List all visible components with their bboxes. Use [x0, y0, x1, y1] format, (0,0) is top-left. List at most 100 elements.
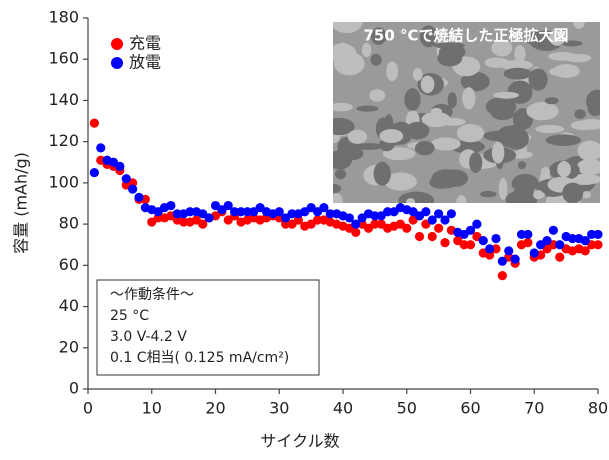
- grain: [541, 167, 550, 177]
- chart: 750 °Cで焼結した正極拡大図 サイクル数 容量 (mAh/g) 0 20 40 6…: [0, 0, 609, 456]
- point: [96, 143, 105, 152]
- point: [421, 207, 430, 216]
- point: [511, 255, 520, 264]
- point: [549, 226, 558, 235]
- legend-marker: [111, 57, 123, 69]
- grain: [379, 129, 403, 143]
- point: [498, 271, 507, 280]
- grain: [577, 141, 602, 161]
- grain: [485, 57, 509, 68]
- point: [472, 220, 481, 229]
- x-tick-label: 60: [460, 399, 480, 418]
- grain: [571, 121, 596, 131]
- grain: [406, 198, 415, 206]
- x-axis-title: サイクル数: [260, 432, 339, 451]
- grain: [562, 183, 583, 204]
- grain: [469, 152, 482, 173]
- grain: [557, 161, 571, 177]
- grain: [588, 101, 604, 116]
- point: [415, 232, 424, 241]
- grain: [374, 162, 391, 186]
- grain: [573, 16, 585, 29]
- point: [128, 184, 137, 193]
- x-tick-label: 10: [142, 399, 162, 418]
- grain: [325, 184, 341, 194]
- grain: [421, 76, 435, 94]
- grain: [512, 174, 539, 192]
- x-tick-label: 40: [333, 399, 353, 418]
- x-tick-label: 20: [205, 399, 225, 418]
- point: [504, 246, 513, 255]
- grain: [448, 92, 457, 108]
- point: [122, 174, 131, 183]
- inset-title: 750 °Cで焼結した正極拡大図: [363, 27, 568, 45]
- grain: [327, 43, 356, 63]
- y-tick-label: 180: [48, 8, 79, 27]
- grain: [546, 134, 581, 146]
- grain: [577, 159, 604, 175]
- point: [440, 238, 449, 247]
- grain: [518, 161, 526, 169]
- grain: [545, 97, 559, 104]
- grain: [526, 102, 558, 120]
- x-tick-label: 50: [397, 399, 417, 418]
- grain: [439, 118, 466, 126]
- condition-line: 〜作動条件〜: [110, 286, 194, 303]
- point: [523, 238, 532, 247]
- y-tick-label: 0: [69, 379, 79, 398]
- y-tick-label: 140: [48, 90, 79, 109]
- grain: [335, 169, 346, 179]
- grain: [405, 122, 429, 139]
- grain: [337, 147, 363, 161]
- y-tick-label: 60: [59, 255, 79, 274]
- condition-line: 0.1 C相当( 0.125 mA/cm²): [110, 350, 289, 366]
- y-axis-title: 容量 (mAh/g): [12, 152, 31, 254]
- point: [205, 213, 214, 222]
- grain: [415, 141, 435, 155]
- point: [90, 119, 99, 128]
- grain: [370, 54, 381, 66]
- grain: [329, 193, 343, 211]
- grain: [362, 43, 371, 58]
- grain: [507, 125, 519, 148]
- point: [402, 224, 411, 233]
- point: [166, 201, 175, 210]
- grain: [437, 50, 462, 66]
- grain: [533, 190, 543, 199]
- grain: [456, 195, 466, 208]
- point: [351, 228, 360, 237]
- grain: [506, 190, 538, 208]
- grain: [462, 87, 475, 109]
- grain: [528, 68, 547, 90]
- point: [593, 240, 602, 249]
- grain: [499, 178, 508, 200]
- grain: [404, 88, 420, 111]
- condition-line: 3.0 V-4.2 V: [110, 329, 187, 345]
- grain: [492, 142, 504, 164]
- point: [485, 244, 494, 253]
- grain: [493, 92, 519, 99]
- point: [428, 232, 437, 241]
- point: [134, 193, 143, 202]
- inset-image: 750 °Cで焼結した正極拡大図: [318, 11, 607, 211]
- legend-label: 放電: [129, 53, 161, 72]
- point: [447, 209, 456, 218]
- grain: [386, 61, 398, 81]
- y-tick-label: 120: [48, 131, 79, 150]
- point: [542, 236, 551, 245]
- point: [479, 236, 488, 245]
- grain: [348, 130, 367, 144]
- grain: [549, 68, 565, 76]
- grain: [548, 52, 576, 61]
- grain: [504, 68, 532, 80]
- point: [593, 230, 602, 239]
- grain: [574, 109, 585, 119]
- point: [434, 224, 443, 233]
- y-tick-label: 40: [59, 296, 79, 315]
- legend-marker: [111, 38, 123, 50]
- point: [491, 234, 500, 243]
- y-tick-label: 100: [48, 172, 79, 191]
- point: [523, 230, 532, 239]
- condition-line: 25 °C: [110, 308, 149, 324]
- y-tick-label: 80: [59, 214, 79, 233]
